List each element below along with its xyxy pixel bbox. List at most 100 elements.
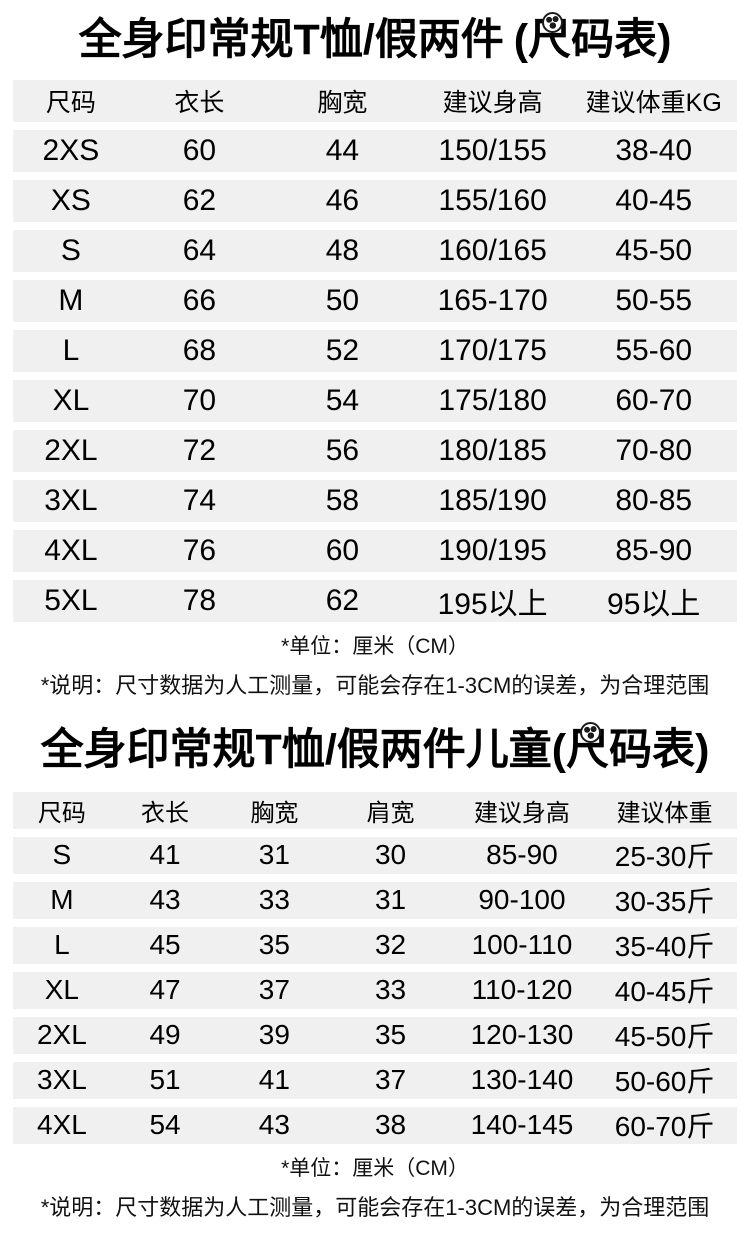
table-cell: 32 [374, 929, 407, 960]
table-row: L 45 35 32 100-110 35-40斤 [13, 926, 737, 964]
adult-notes: *单位：厘米（CM） *说明：尺寸数据为人工测量，可能会存在1-3CM的误差，为… [0, 630, 750, 700]
table-cell: 37 [374, 1064, 407, 1095]
table-cell: 35 [374, 1019, 407, 1050]
kids-title-suffix-text: (尺码表) [551, 725, 710, 774]
table-cell: 4XL [36, 1109, 87, 1140]
table-row: XL 47 37 33 110-120 40-45斤 [13, 971, 737, 1009]
table-header-cell: 胸宽 [250, 799, 299, 827]
table-cell: 120-130 [470, 1019, 574, 1050]
round-panda-stamp-icon [579, 721, 601, 743]
table-cell: 2XS [42, 133, 100, 167]
table-cell: S [60, 233, 81, 267]
table-cell: 78 [182, 583, 217, 617]
table-cell: 90-100 [478, 884, 566, 915]
table-cell: 45-50斤 [614, 1021, 715, 1052]
table-cell: 160/165 [438, 233, 547, 267]
adult-title-suffix-text: (尺码表) [513, 16, 672, 64]
unit-note: *单位：厘米（CM） [281, 634, 469, 658]
table-cell: 50-55 [615, 283, 693, 317]
table-cell: 4XL [44, 533, 98, 567]
table-cell: 190/195 [438, 533, 547, 567]
table-cell: 74 [182, 483, 217, 517]
table-cell: XL [44, 974, 79, 1005]
table-cell: 25-30斤 [614, 841, 715, 872]
table-cell: 35-40斤 [614, 931, 715, 962]
kids-title-text: 全身印常规T恤/假两件儿童 [40, 725, 552, 774]
table-cell: 155/160 [438, 183, 547, 217]
table-row: 5XL 78 62 195以上 95以上 [13, 579, 737, 622]
measure-note: *说明：尺寸数据为人工测量，可能会存在1-3CM的误差，为合理范围 [40, 1194, 710, 1220]
table-header-cell: 尺码 [37, 799, 86, 827]
table-cell: S [52, 839, 72, 870]
round-panda-stamp-icon [541, 12, 563, 33]
measure-note: *说明：尺寸数据为人工测量，可能会存在1-3CM的误差，为合理范围 [40, 672, 710, 698]
table-cell: 39 [258, 1019, 290, 1050]
table-cell: 3XL [44, 483, 98, 517]
table-cell: 130-140 [470, 1064, 574, 1095]
table-cell: 140-145 [470, 1109, 574, 1140]
table-cell: 195以上 [437, 587, 548, 621]
table-cell: 62 [325, 583, 360, 617]
table-cell: 51 [149, 1064, 181, 1095]
table-cell: 60-70 [615, 383, 693, 417]
table-row: 2XS 60 44 150/155 38-40 [13, 129, 737, 172]
table-cell: 46 [325, 183, 360, 217]
table-cell: 41 [258, 1064, 290, 1095]
table-cell: 56 [325, 433, 360, 467]
table-row: S 41 31 30 85-90 25-30斤 [13, 836, 737, 874]
adult-title-suffix: (尺码表) [513, 12, 672, 68]
table-cell: 45 [149, 929, 181, 960]
table-cell: 70-80 [615, 433, 693, 467]
table-cell: 150/155 [438, 133, 547, 167]
table-cell: 31 [374, 884, 407, 915]
table-row: 2XL 49 39 35 120-130 45-50斤 [13, 1016, 737, 1054]
table-cell: 180/185 [438, 433, 547, 467]
table-cell: 68 [182, 333, 217, 367]
table-header-cell: 建议体重KG [585, 88, 722, 117]
table-header-cell: 肩宽 [366, 799, 415, 827]
table-cell: 62 [182, 183, 217, 217]
table-header-row: 尺码 衣长 胸宽 肩宽 建议身高 建议体重 [13, 791, 737, 829]
table-header-row: 尺码 衣长 胸宽 建议身高 建议体重KG [13, 79, 737, 122]
table-header-cell: 建议身高 [442, 88, 543, 117]
table-row: 3XL 74 58 185/190 80-85 [13, 479, 737, 522]
table-row: XL 70 54 175/180 60-70 [13, 379, 737, 422]
table-row: 3XL 51 41 37 130-140 50-60斤 [13, 1061, 737, 1099]
table-cell: 50 [325, 283, 360, 317]
adult-size-table: 尺码 衣长 胸宽 建议身高 建议体重KG 2XS 60 44 150/155 38-40 XS 62 4… [13, 79, 737, 622]
table-cell: 40-45斤 [614, 976, 715, 1007]
adult-title-text: 全身印常规T恤/假两件 [78, 16, 504, 64]
table-cell: 54 [325, 383, 360, 417]
table-cell: 44 [325, 133, 360, 167]
table-cell: 85-90 [615, 533, 693, 567]
table-header-cell: 尺码 [45, 88, 96, 117]
table-cell: 165-170 [437, 283, 548, 317]
table-cell: 41 [149, 839, 181, 870]
kids-section-title: 全身印常规T恤/假两件儿童(尺码表) [0, 721, 750, 778]
table-cell: 110-120 [471, 974, 573, 1005]
table-header-cell: 建议身高 [473, 799, 570, 827]
table-cell: 175/180 [438, 383, 547, 417]
table-cell: 49 [149, 1019, 181, 1050]
table-row: XS 62 46 155/160 40-45 [13, 179, 737, 222]
table-cell: 85-90 [486, 839, 558, 870]
table-header-cell: 衣长 [174, 88, 225, 117]
table-cell: 3XL [36, 1064, 87, 1095]
table-cell: 58 [325, 483, 360, 517]
table-cell: L [62, 333, 80, 367]
table-cell: 50-60斤 [614, 1066, 715, 1097]
table-row: M 43 33 31 90-100 30-35斤 [13, 881, 737, 919]
table-cell: 30-35斤 [614, 886, 715, 917]
kids-title-suffix: (尺码表) [551, 721, 710, 778]
table-cell: 55-60 [615, 333, 693, 367]
table-cell: 38-40 [615, 133, 693, 167]
table-cell: 47 [149, 974, 181, 1005]
table-cell: 31 [258, 839, 290, 870]
table-cell: 100-110 [471, 929, 573, 960]
table-cell: M [58, 283, 84, 317]
table-cell: 185/190 [438, 483, 547, 517]
table-row: M 66 50 165-170 50-55 [13, 279, 737, 322]
table-header-cell: 胸宽 [317, 88, 368, 117]
table-row: 4XL 54 43 38 140-145 60-70斤 [13, 1106, 737, 1144]
table-cell: 2XL [44, 433, 98, 467]
